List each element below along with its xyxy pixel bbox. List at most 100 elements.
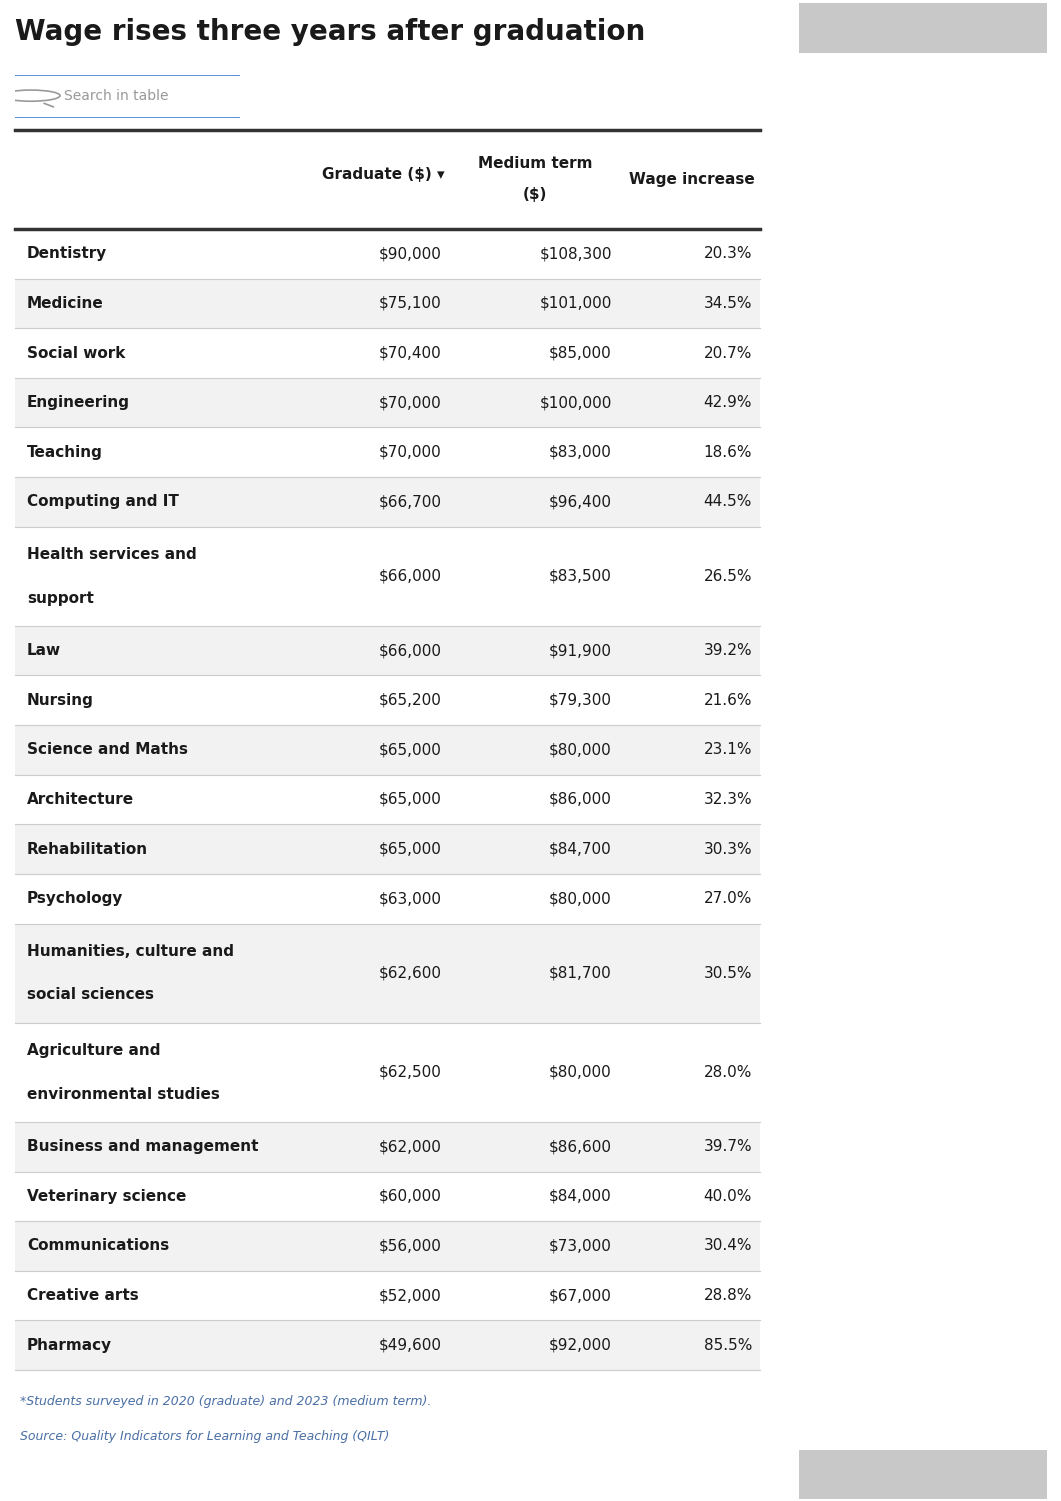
Bar bbox=[15, 279, 760, 329]
Bar bbox=[15, 1321, 760, 1370]
Text: Source: Quality Indicators for Learning and Teaching (QILT): Source: Quality Indicators for Learning … bbox=[20, 1430, 389, 1442]
Text: ($): ($) bbox=[523, 188, 547, 203]
Text: $66,000: $66,000 bbox=[379, 642, 442, 657]
Text: $62,500: $62,500 bbox=[379, 1064, 442, 1079]
Text: 20.7%: 20.7% bbox=[703, 345, 752, 360]
Text: $101,000: $101,000 bbox=[540, 296, 612, 311]
Text: $66,700: $66,700 bbox=[379, 494, 442, 509]
Text: $85,000: $85,000 bbox=[550, 345, 612, 360]
Text: Nursing: Nursing bbox=[27, 693, 93, 708]
Text: 42.9%: 42.9% bbox=[703, 395, 752, 410]
Text: $84,700: $84,700 bbox=[550, 842, 612, 857]
Text: 39.2%: 39.2% bbox=[703, 642, 752, 657]
Text: $86,600: $86,600 bbox=[549, 1139, 612, 1154]
Text: $96,400: $96,400 bbox=[549, 494, 612, 509]
Text: 23.1%: 23.1% bbox=[703, 743, 752, 758]
Text: Engineering: Engineering bbox=[27, 395, 131, 410]
Text: $80,000: $80,000 bbox=[550, 743, 612, 758]
Text: Medium term: Medium term bbox=[477, 156, 592, 171]
Text: Wage increase: Wage increase bbox=[629, 173, 755, 188]
Text: Teaching: Teaching bbox=[27, 444, 103, 459]
Text: $49,600: $49,600 bbox=[379, 1337, 442, 1352]
Text: $90,000: $90,000 bbox=[379, 246, 442, 261]
Text: $81,700: $81,700 bbox=[550, 965, 612, 980]
Bar bbox=[15, 725, 760, 775]
Text: social sciences: social sciences bbox=[27, 988, 154, 1003]
Text: 27.0%: 27.0% bbox=[703, 892, 752, 907]
Bar bbox=[15, 675, 760, 725]
Bar bbox=[15, 477, 760, 527]
Text: $67,000: $67,000 bbox=[550, 1288, 612, 1303]
Text: Social work: Social work bbox=[27, 345, 125, 360]
Bar bbox=[15, 923, 760, 1022]
Bar bbox=[15, 428, 760, 477]
Text: 30.5%: 30.5% bbox=[703, 965, 752, 980]
Text: Medicine: Medicine bbox=[27, 296, 104, 311]
Text: Agriculture and: Agriculture and bbox=[27, 1043, 160, 1058]
Text: 44.5%: 44.5% bbox=[703, 494, 752, 509]
Text: Pharmacy: Pharmacy bbox=[27, 1337, 112, 1352]
Text: 30.3%: 30.3% bbox=[703, 842, 752, 857]
Text: Computing and IT: Computing and IT bbox=[27, 494, 179, 509]
Text: *Students surveyed in 2020 (graduate) and 2023 (medium term).: *Students surveyed in 2020 (graduate) an… bbox=[20, 1394, 432, 1408]
Text: environmental studies: environmental studies bbox=[27, 1087, 220, 1102]
Text: Science and Maths: Science and Maths bbox=[27, 743, 188, 758]
Bar bbox=[15, 874, 760, 923]
Text: Law: Law bbox=[27, 642, 62, 657]
Bar bbox=[15, 230, 760, 279]
Text: $83,000: $83,000 bbox=[550, 444, 612, 459]
Text: 28.8%: 28.8% bbox=[703, 1288, 752, 1303]
Text: 30.4%: 30.4% bbox=[703, 1238, 752, 1253]
Text: 39.7%: 39.7% bbox=[703, 1139, 752, 1154]
Bar bbox=[15, 775, 760, 824]
Bar bbox=[15, 378, 760, 428]
Text: $62,000: $62,000 bbox=[379, 1139, 442, 1154]
Bar bbox=[15, 527, 760, 626]
Text: $63,000: $63,000 bbox=[379, 892, 442, 907]
Bar bbox=[15, 1222, 760, 1271]
Text: Wage rises three years after graduation: Wage rises three years after graduation bbox=[15, 18, 645, 47]
Bar bbox=[15, 329, 760, 378]
Text: $62,600: $62,600 bbox=[379, 965, 442, 980]
Text: $79,300: $79,300 bbox=[549, 693, 612, 708]
Text: Graduate ($) ▾: Graduate ($) ▾ bbox=[323, 167, 445, 182]
Text: $65,000: $65,000 bbox=[379, 842, 442, 857]
Text: Health services and: Health services and bbox=[27, 546, 196, 561]
Text: $70,000: $70,000 bbox=[379, 444, 442, 459]
Text: 18.6%: 18.6% bbox=[703, 444, 752, 459]
Text: 26.5%: 26.5% bbox=[703, 569, 752, 584]
Text: $92,000: $92,000 bbox=[550, 1337, 612, 1352]
Text: $70,000: $70,000 bbox=[379, 395, 442, 410]
Bar bbox=[15, 1022, 760, 1121]
Text: $66,000: $66,000 bbox=[379, 569, 442, 584]
Bar bbox=[15, 824, 760, 874]
Text: 40.0%: 40.0% bbox=[703, 1189, 752, 1204]
Text: Veterinary science: Veterinary science bbox=[27, 1189, 187, 1204]
Text: 20.3%: 20.3% bbox=[703, 246, 752, 261]
Text: support: support bbox=[27, 590, 93, 605]
Text: $56,000: $56,000 bbox=[379, 1238, 442, 1253]
Text: Architecture: Architecture bbox=[27, 793, 134, 808]
Text: $91,900: $91,900 bbox=[549, 642, 612, 657]
Text: $70,400: $70,400 bbox=[379, 345, 442, 360]
Text: Humanities, culture and: Humanities, culture and bbox=[27, 944, 234, 959]
Text: $73,000: $73,000 bbox=[550, 1238, 612, 1253]
Text: $75,100: $75,100 bbox=[379, 296, 442, 311]
Text: 34.5%: 34.5% bbox=[703, 296, 752, 311]
FancyBboxPatch shape bbox=[6, 75, 249, 119]
Text: $52,000: $52,000 bbox=[379, 1288, 442, 1303]
Text: Rehabilitation: Rehabilitation bbox=[27, 842, 149, 857]
Text: $80,000: $80,000 bbox=[550, 1064, 612, 1079]
Text: $86,000: $86,000 bbox=[550, 793, 612, 808]
Text: Psychology: Psychology bbox=[27, 892, 123, 907]
Text: 21.6%: 21.6% bbox=[703, 693, 752, 708]
Text: Search in table: Search in table bbox=[65, 89, 169, 102]
Text: 28.0%: 28.0% bbox=[703, 1064, 752, 1079]
Bar bbox=[15, 626, 760, 675]
Bar bbox=[799, 3, 1047, 53]
Text: $80,000: $80,000 bbox=[550, 892, 612, 907]
Text: $65,000: $65,000 bbox=[379, 793, 442, 808]
Text: $65,000: $65,000 bbox=[379, 743, 442, 758]
Text: $65,200: $65,200 bbox=[379, 693, 442, 708]
Text: $108,300: $108,300 bbox=[539, 246, 612, 261]
